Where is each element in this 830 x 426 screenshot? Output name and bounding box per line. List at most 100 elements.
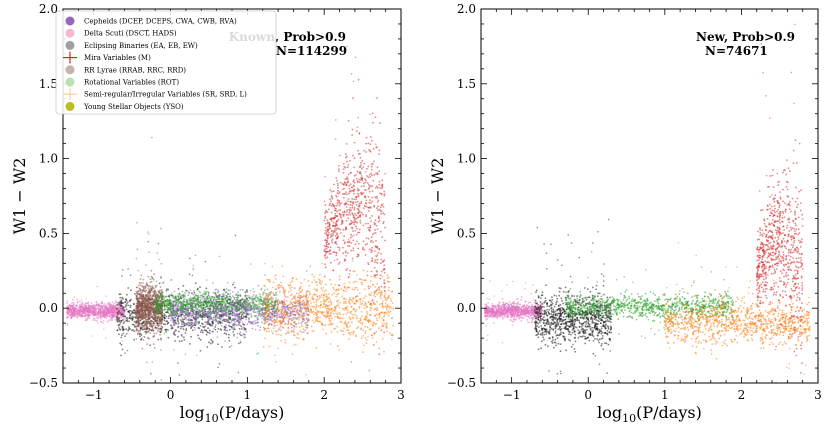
data-point	[193, 324, 196, 326]
data-point	[216, 336, 219, 338]
data-point	[223, 332, 226, 335]
data-point	[238, 327, 241, 330]
data-point	[122, 322, 125, 325]
data-point	[202, 315, 205, 318]
data-point	[127, 304, 130, 307]
outlier-point	[191, 325, 194, 328]
outlier-point	[218, 363, 221, 365]
data-point	[299, 330, 302, 333]
outlier-point	[128, 328, 131, 330]
data-point	[259, 326, 262, 328]
data-point	[363, 297, 365, 299]
data-point	[272, 298, 274, 300]
outlier-point	[272, 292, 275, 294]
data-point	[294, 316, 297, 319]
data-point	[72, 303, 75, 305]
outlier-point	[148, 251, 150, 254]
data-point	[249, 290, 252, 292]
outlier-point	[215, 288, 218, 291]
data-point	[197, 320, 200, 323]
data-point	[211, 301, 214, 304]
outlier-point	[256, 353, 258, 355]
outlier-point	[141, 337, 143, 340]
data-point	[142, 286, 145, 288]
data-point	[139, 319, 142, 322]
data-point	[153, 347, 156, 349]
data-point	[232, 302, 235, 305]
data-point	[141, 314, 143, 316]
outlier-point	[254, 328, 257, 331]
data-point	[193, 318, 196, 321]
data-point	[101, 305, 103, 308]
data-point	[173, 297, 176, 300]
data-point	[275, 314, 278, 317]
data-point	[158, 303, 161, 305]
data-point	[119, 311, 121, 314]
data-point	[171, 313, 174, 316]
outlier-point	[163, 332, 165, 335]
data-point	[298, 289, 301, 292]
data-point	[238, 342, 240, 345]
data-point	[154, 307, 157, 309]
data-point	[167, 329, 169, 331]
outlier-point	[205, 279, 208, 281]
data-point	[147, 311, 150, 313]
data-point	[290, 312, 293, 315]
data-point	[345, 313, 347, 315]
data-point	[164, 299, 167, 302]
data-point	[362, 329, 365, 332]
outlier-point	[305, 270, 308, 273]
data-point	[214, 326, 217, 328]
data-point	[153, 291, 156, 294]
data-point	[198, 337, 201, 340]
data-point	[159, 296, 162, 299]
data-point	[112, 313, 115, 316]
data-point	[141, 304, 144, 307]
data-point	[222, 315, 224, 318]
data-point	[186, 303, 189, 305]
data-point	[163, 319, 166, 322]
data-point	[147, 318, 150, 321]
outlier-point	[80, 302, 83, 305]
data-point	[97, 306, 99, 308]
outlier-point	[194, 329, 196, 331]
outlier-point	[218, 255, 221, 258]
data-point	[244, 312, 247, 315]
data-point	[233, 298, 236, 301]
data-point	[118, 303, 121, 306]
data-point	[276, 330, 279, 333]
data-point	[97, 317, 100, 319]
data-point	[242, 317, 245, 320]
data-point	[138, 282, 141, 285]
data-point	[75, 312, 78, 315]
data-point	[116, 311, 119, 314]
data-point	[159, 286, 162, 288]
data-point	[228, 328, 231, 331]
data-point	[294, 287, 296, 289]
data-point	[158, 320, 161, 323]
data-point	[120, 354, 122, 357]
data-point	[113, 302, 116, 305]
data-point	[290, 314, 292, 317]
data-point	[253, 308, 256, 311]
data-point	[147, 330, 149, 333]
data-point	[238, 324, 240, 326]
data-point	[233, 333, 236, 336]
data-point	[100, 318, 103, 320]
data-point	[159, 282, 161, 284]
outlier-point	[179, 294, 182, 296]
data-point	[235, 317, 237, 320]
data-point	[161, 319, 163, 322]
data-point	[164, 305, 166, 308]
outlier-point	[274, 354, 276, 357]
data-point	[76, 316, 78, 318]
data-point	[143, 307, 146, 309]
data-point	[213, 301, 216, 304]
data-point	[215, 317, 217, 320]
data-point	[190, 315, 193, 318]
data-point	[204, 306, 207, 308]
data-point	[192, 305, 194, 307]
data-point	[259, 329, 261, 331]
data-point	[344, 320, 347, 323]
data-point	[144, 313, 147, 315]
